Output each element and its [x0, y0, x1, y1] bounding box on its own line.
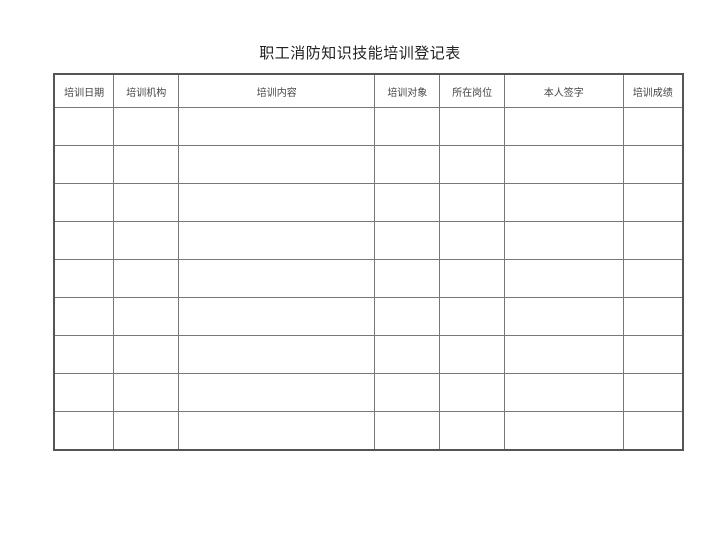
- table-cell[interactable]: [113, 145, 180, 184]
- table-row: [53, 373, 684, 412]
- table-cell[interactable]: [53, 411, 115, 451]
- table-cell[interactable]: [622, 145, 684, 184]
- table-cell[interactable]: [622, 335, 684, 374]
- table-cell[interactable]: [374, 259, 441, 298]
- table-cell[interactable]: [53, 297, 115, 336]
- table-cell[interactable]: [53, 107, 115, 146]
- table-cell[interactable]: [178, 373, 376, 412]
- table-cell[interactable]: [374, 335, 441, 374]
- table-cell[interactable]: [439, 411, 506, 451]
- table-cell[interactable]: [53, 145, 115, 184]
- table-cell[interactable]: [439, 107, 506, 146]
- column-header-content: 培训内容: [178, 73, 376, 108]
- table-cell[interactable]: [622, 221, 684, 260]
- table-cell[interactable]: [504, 297, 624, 336]
- table-cell[interactable]: [439, 145, 506, 184]
- table-cell[interactable]: [53, 259, 115, 298]
- table-cell[interactable]: [113, 259, 180, 298]
- table-cell[interactable]: [622, 107, 684, 146]
- table-cell[interactable]: [374, 297, 441, 336]
- table-cell[interactable]: [374, 145, 441, 184]
- table-cell[interactable]: [504, 373, 624, 412]
- table-cell[interactable]: [374, 183, 441, 222]
- column-header-score: 培训成绩: [622, 73, 684, 108]
- table-row: [53, 297, 684, 336]
- column-header-position: 所在岗位: [439, 73, 506, 108]
- table-cell[interactable]: [113, 221, 180, 260]
- table-cell[interactable]: [178, 183, 376, 222]
- table-cell[interactable]: [178, 335, 376, 374]
- column-header-signature: 本人签字: [504, 73, 624, 108]
- table-row: [53, 259, 684, 298]
- table-cell[interactable]: [504, 183, 624, 222]
- table-cell[interactable]: [113, 107, 180, 146]
- table-cell[interactable]: [439, 373, 506, 412]
- table-cell[interactable]: [622, 183, 684, 222]
- column-header-trainees: 培训对象: [374, 73, 441, 108]
- table-row: [53, 221, 684, 260]
- table-cell[interactable]: [178, 411, 376, 451]
- table-cell[interactable]: [113, 297, 180, 336]
- column-header-organization: 培训机构: [113, 73, 180, 108]
- table-cell[interactable]: [53, 335, 115, 374]
- table-cell[interactable]: [504, 107, 624, 146]
- table-cell[interactable]: [622, 297, 684, 336]
- table-cell[interactable]: [178, 145, 376, 184]
- header-row: 培训日期 培训机构 培训内容 培训对象 所在岗位 本人签字 培训成绩: [53, 73, 684, 108]
- table-row: [53, 411, 684, 451]
- table-cell[interactable]: [439, 183, 506, 222]
- table-row: [53, 335, 684, 374]
- table-cell[interactable]: [113, 335, 180, 374]
- table-cell[interactable]: [113, 411, 180, 451]
- table-cell[interactable]: [504, 411, 624, 451]
- table-cell[interactable]: [178, 221, 376, 260]
- table-cell[interactable]: [622, 411, 684, 451]
- table-cell[interactable]: [178, 259, 376, 298]
- table-cell[interactable]: [113, 183, 180, 222]
- column-header-date: 培训日期: [53, 73, 115, 108]
- table-cell[interactable]: [439, 297, 506, 336]
- table-cell[interactable]: [178, 297, 376, 336]
- table-cell[interactable]: [504, 259, 624, 298]
- table-cell[interactable]: [374, 373, 441, 412]
- table-cell[interactable]: [53, 221, 115, 260]
- table-cell[interactable]: [504, 221, 624, 260]
- table-row: [53, 183, 684, 222]
- table-cell[interactable]: [374, 221, 441, 260]
- table-cell[interactable]: [504, 145, 624, 184]
- table-cell[interactable]: [439, 259, 506, 298]
- table-cell[interactable]: [622, 373, 684, 412]
- table-cell[interactable]: [622, 259, 684, 298]
- table-cell[interactable]: [53, 373, 115, 412]
- table-row: [53, 107, 684, 146]
- table-cell[interactable]: [113, 373, 180, 412]
- table-cell[interactable]: [374, 411, 441, 451]
- table-cell[interactable]: [504, 335, 624, 374]
- registration-table: 培训日期 培训机构 培训内容 培训对象 所在岗位 本人签字 培训成绩: [53, 73, 684, 451]
- page-title: 职工消防知识技能培训登记表: [259, 44, 461, 62]
- table-cell[interactable]: [53, 183, 115, 222]
- table-cell[interactable]: [374, 107, 441, 146]
- table-cell[interactable]: [439, 221, 506, 260]
- table-cell[interactable]: [178, 107, 376, 146]
- table-cell[interactable]: [439, 335, 506, 374]
- table-row: [53, 145, 684, 184]
